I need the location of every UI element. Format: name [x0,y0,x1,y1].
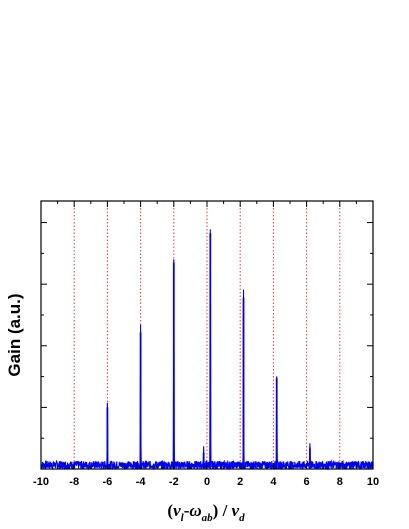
x-label-nu-l: ν [173,501,181,520]
x-label-sub-l: l [181,512,185,524]
x-label-nu-d: ν [232,501,240,520]
x-tick-labels: -10 -8 -6 -4 -2 0 2 4 6 8 10 [33,476,379,488]
x-tick-label: -4 [136,476,147,488]
x-label-omega: ω [189,501,201,520]
x-label-minus: - [184,501,190,520]
x-tick-label: 2 [237,476,243,488]
gain-series [40,229,374,471]
x-tick-label: 4 [270,476,277,488]
x-tick-label: 8 [337,476,343,488]
x-label-sub-ab: ab [202,512,214,524]
x-tick-label: -10 [33,476,49,488]
x-tick-label: 6 [304,476,310,488]
axis-ticks [40,201,374,469]
x-label-sub-d: d [239,512,245,524]
gain-trace [40,229,374,471]
x-label-open-paren: ( [167,501,173,520]
x-tick-label: -2 [169,476,179,488]
x-tick-label: 0 [204,476,210,488]
y-axis-label: Gain (a.u.) [5,293,24,376]
x-tick-label: 10 [367,476,379,488]
x-label-close-div: ) / [213,501,232,520]
x-axis-label: (νl-ωab) / νd [167,501,245,524]
x-tick-label: -6 [103,476,113,488]
x-tick-label: -8 [69,476,79,488]
grid-lines [73,201,341,469]
